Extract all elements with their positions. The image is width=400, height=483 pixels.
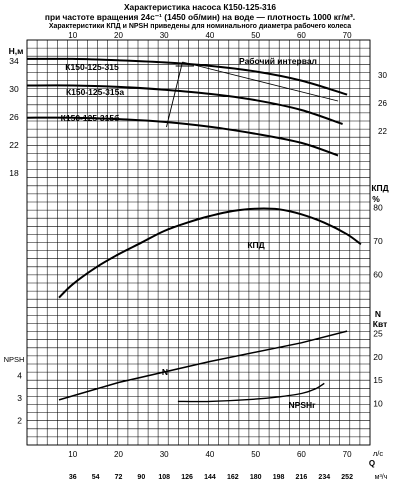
x-tick-label-top: 60 (297, 31, 306, 40)
x-tick-label-m3h: 108 (158, 474, 170, 481)
working-range-markers (166, 61, 339, 128)
npsh-curve (177, 382, 325, 403)
head-right-tick-label: 22 (378, 127, 387, 136)
x-tick-label-bottom: 30 (160, 450, 169, 459)
curve-label-315a: К150-125-315а (66, 87, 124, 97)
x-tick-label-top: 50 (251, 31, 260, 40)
x-tick-label-m3h: 54 (92, 474, 100, 481)
npsh-axis-label: NPSH (4, 355, 25, 364)
npsh-tick-label: 3 (17, 393, 22, 403)
head-tick-label: 18 (9, 168, 19, 178)
curve-label-315: К150-125-315 (65, 62, 119, 72)
x-tick-label-m3h: 72 (115, 474, 123, 481)
efficiency-tick-label: 70 (373, 236, 383, 246)
efficiency-curve (58, 207, 362, 299)
chart-note: Характеристики КПД и NPSH приведены для … (48, 23, 352, 30)
x-tick-label-top: 30 (160, 31, 169, 40)
x-tick-label-top: 40 (205, 31, 214, 40)
curve-label-power: N (162, 367, 168, 377)
head-right-tick-label: 30 (378, 71, 387, 80)
power-curve (58, 330, 348, 401)
head-curve-315b (26, 116, 339, 157)
x-tick-label-m3h: 90 (137, 474, 145, 481)
power-tick-label: 10 (373, 399, 383, 409)
power-unit: Квт (373, 319, 387, 329)
x-tick-label-top: 70 (343, 31, 352, 40)
efficiency-tick-label: 60 (373, 269, 383, 279)
curve-label-315b: К150-125-315б (61, 113, 120, 123)
grid-lines (26, 39, 371, 446)
chart-subtitle: при частоте вращения 24с⁻¹ (1450 об/мин)… (44, 12, 356, 22)
working-range-left-line (166, 61, 183, 128)
working-range-right-line (182, 61, 339, 102)
head-tick-label: 34 (9, 56, 19, 66)
efficiency-unit: % (372, 194, 380, 204)
x-tick-label-bottom: 10 (68, 450, 77, 459)
x-tick-label-bottom: 60 (297, 450, 306, 459)
x-tick-label-m3h: 234 (318, 474, 330, 481)
head-tick-label: 30 (9, 84, 19, 94)
npsh-tick-label: 4 (17, 371, 22, 381)
x-tick-label-bottom: 50 (251, 450, 260, 459)
x-tick-label-m3h: 126 (181, 474, 193, 481)
x-tick-label-bottom: 70 (343, 450, 352, 459)
x-tick-label-bottom: 40 (205, 450, 214, 459)
x-tick-label-m3h: 216 (296, 474, 308, 481)
head-tick-label: 22 (9, 140, 19, 150)
efficiency-axis-label: КПД (371, 183, 388, 193)
x-tick-label-m3h: 162 (227, 474, 239, 481)
x-tick-label-m3h: 144 (204, 474, 216, 481)
curve-label-efficiency: КПД (247, 240, 264, 250)
power-tick-label: 20 (373, 352, 383, 362)
head-tick-label: 26 (9, 112, 19, 122)
npsh-tick-label: 2 (17, 416, 22, 426)
power-tick-label: 25 (373, 328, 383, 338)
head-right-tick-label: 26 (378, 99, 387, 108)
power-tick-label: 15 (373, 375, 383, 385)
working-range-label: Рабочий интервал (239, 56, 317, 66)
x-axis-label: Q (369, 459, 375, 468)
power-axis-label: N (375, 309, 381, 319)
x-tick-label-top: 20 (114, 31, 123, 40)
head-curve-315a (26, 84, 343, 125)
plot-frame (26, 39, 371, 446)
head-curve-315 (26, 57, 348, 96)
x-tick-label-bottom: 20 (114, 450, 123, 459)
efficiency-tick-label: 80 (373, 203, 383, 213)
head-axis-label: Н,м (9, 46, 24, 56)
x-unit-ls: л/с (373, 449, 383, 458)
x-tick-label-m3h: 252 (341, 474, 353, 481)
curve-label-npsh: NPSHr (289, 400, 317, 410)
x-tick-label-m3h: 198 (273, 474, 285, 481)
x-unit-m3h: м³/ч (375, 474, 388, 481)
chart-title: Характеристика насоса К150-125-316 (123, 2, 277, 12)
x-tick-label-top: 10 (68, 31, 77, 40)
x-tick-label-m3h: 36 (69, 474, 77, 481)
x-tick-label-m3h: 180 (250, 474, 262, 481)
